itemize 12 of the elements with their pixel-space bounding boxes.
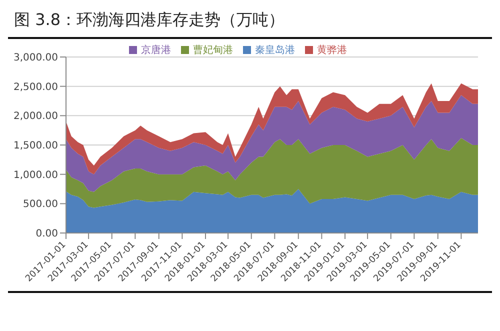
y-tick-label: 0.00: [36, 228, 58, 240]
y-tick-label: 500.00: [23, 199, 58, 210]
legend-label: 秦皇岛港: [255, 45, 295, 56]
y-tick-label: 2,000.00: [13, 111, 58, 122]
y-tick-label: 2,500.00: [13, 82, 58, 93]
y-tick-label: 3,000.00: [13, 52, 58, 64]
y-tick-label: 1,000.00: [13, 170, 58, 181]
legend-label: 曹妃甸港: [193, 45, 233, 56]
chart-title: 图 3.8：环渤海四港库存走势（万吨）: [8, 8, 492, 39]
legend-label: 黄骅港: [317, 45, 347, 56]
legend-label: 京唐港: [141, 45, 171, 56]
y-tick-label: 1,500.00: [13, 140, 58, 152]
